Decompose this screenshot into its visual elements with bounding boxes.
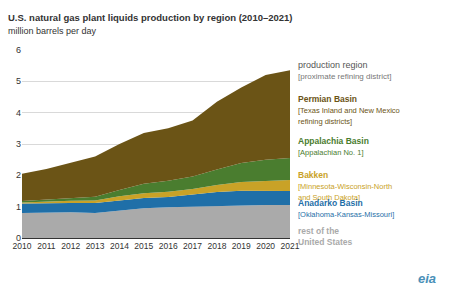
svg-text:Bakken[Minnesota-Wisconsin-Nor: Bakken[Minnesota-Wisconsin-Northand Sout… bbox=[298, 170, 392, 202]
svg-text:3: 3 bbox=[16, 139, 21, 149]
svg-text:2: 2 bbox=[16, 170, 21, 180]
svg-text:2014: 2014 bbox=[110, 241, 129, 251]
svg-text:5: 5 bbox=[16, 76, 21, 86]
svg-text:production region: production region bbox=[298, 60, 368, 70]
svg-text:2018: 2018 bbox=[207, 241, 226, 251]
svg-text:6: 6 bbox=[16, 45, 21, 55]
svg-text:2010: 2010 bbox=[13, 241, 32, 251]
svg-text:U.S. natural gas plant liquids: U.S. natural gas plant liquids productio… bbox=[8, 12, 293, 23]
svg-text:2012: 2012 bbox=[61, 241, 80, 251]
svg-text:4: 4 bbox=[16, 108, 21, 118]
svg-text:2011: 2011 bbox=[37, 241, 56, 251]
svg-text:million barrels per day: million barrels per day bbox=[8, 26, 97, 36]
svg-text:Appalachia Basin[Appalachian N: Appalachia Basin[Appalachian No. 1] bbox=[298, 136, 369, 157]
svg-text:Permian Basin[Texas Inland and: Permian Basin[Texas Inland and New Mexic… bbox=[298, 94, 400, 126]
svg-text:2016: 2016 bbox=[159, 241, 178, 251]
svg-text:rest of theUnited States: rest of theUnited States bbox=[298, 226, 353, 247]
svg-text:2020: 2020 bbox=[256, 241, 275, 251]
svg-text:1: 1 bbox=[16, 202, 21, 212]
svg-text:2017: 2017 bbox=[183, 241, 202, 251]
svg-text:[proximate refining district]: [proximate refining district] bbox=[298, 72, 391, 81]
svg-text:2015: 2015 bbox=[134, 241, 153, 251]
svg-text:Anadarko Basin[Oklahoma-Kansas: Anadarko Basin[Oklahoma-Kansas-Missouri] bbox=[298, 198, 394, 219]
svg-text:2019: 2019 bbox=[232, 241, 251, 251]
svg-text:2021: 2021 bbox=[281, 241, 300, 251]
svg-text:2013: 2013 bbox=[86, 241, 105, 251]
svg-text:eia: eia bbox=[418, 271, 436, 286]
svg-text:0: 0 bbox=[16, 233, 21, 243]
